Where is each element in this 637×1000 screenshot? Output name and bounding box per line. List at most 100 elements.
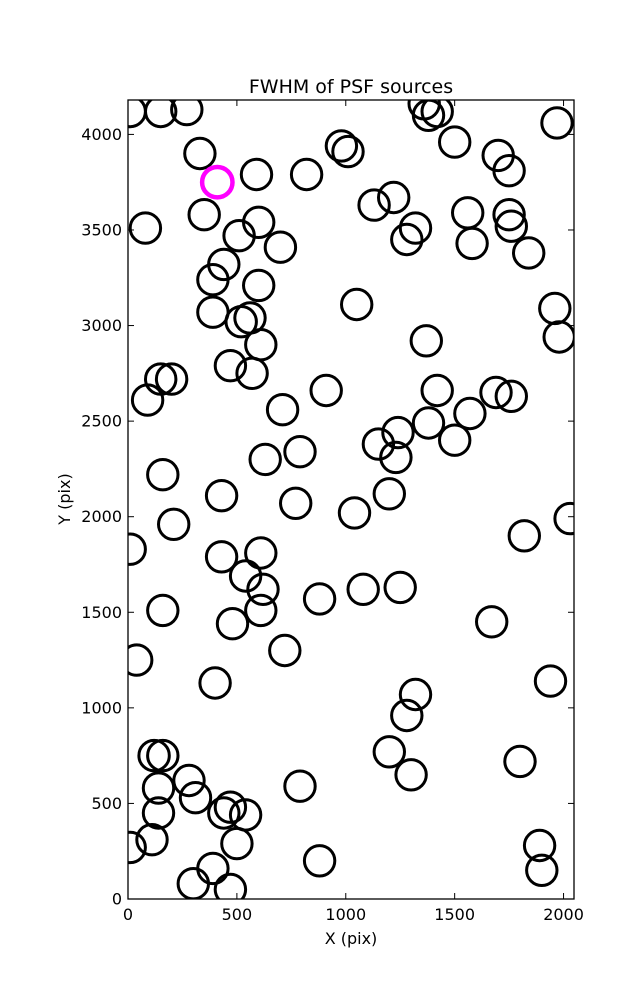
y-tick-label: 2000 [81,507,122,526]
y-tick-label: 1500 [81,603,122,622]
psf-source-circle [248,442,282,477]
psf-source-circle [244,328,278,362]
psf-source-circle [398,211,433,245]
psf-source-circle [533,664,568,698]
psf-source-circle [302,582,337,616]
psf-source-circle [130,383,165,417]
psf-source-circle [525,853,559,887]
psf-source-circle [420,373,454,408]
psf-source-circle [207,247,241,282]
y-axis: 0 500 1000 1500 2000 2500 3000 3500 4000 [81,125,574,909]
psf-source-circle [215,607,250,641]
psf-source-circle [390,698,424,733]
psf-source-circle [331,134,365,169]
psf-source-circle [503,744,537,779]
psf-source-circle [128,643,154,677]
psf-source-circle [283,435,317,469]
psf-source-circle [438,125,472,159]
psf-source-circle [507,519,541,553]
psf-source-circle [340,287,374,322]
psf-source-circle [228,559,263,593]
psf-source-circle [172,763,206,798]
y-axis-label: Y (pix) [55,473,74,525]
psf-source-circle [176,867,210,899]
psf-source-circle [420,100,454,129]
x-axis-label: X (pix) [325,929,378,948]
psf-source-circle [213,349,248,383]
psf-source-circle [196,851,230,886]
psf-source-circle [135,823,169,857]
x-tick-label: 1000 [325,905,366,924]
psf-source-circle [128,532,147,566]
y-tick-label: 3500 [81,220,122,239]
psf-source-circle [390,222,424,257]
psf-source-circle [475,605,509,639]
psf-source-circle [207,796,241,830]
psf-source-circle [383,570,417,605]
psf-source-circle [244,593,278,628]
y-tick-label: 3000 [81,316,122,335]
psf-source-circle [183,136,217,171]
psf-source-circle [346,572,380,606]
psf-source-circle [451,196,485,230]
y-tick-label: 1000 [81,698,122,717]
psf-source-circle [265,393,300,427]
psf-source-circle [438,423,472,457]
psf-source-circle [178,781,213,815]
psf-source-circle [377,180,411,215]
psf-source-circle [242,268,276,303]
psf-source-circle [542,320,574,354]
psf-source-circle [144,362,178,396]
psf-source-circle [137,738,171,773]
psf-source-circle [268,633,302,668]
y-tick-label: 4000 [81,125,122,144]
psf-source-circle [324,129,359,163]
psf-source-circle [204,540,239,574]
data-marks [128,100,574,899]
psf-source-circle [263,230,298,264]
psf-source-circle [146,458,180,492]
psf-source-circle [128,100,147,129]
psf-source-circle [337,496,372,530]
psf-source-circle [242,205,276,240]
psf-source-circle [494,379,528,413]
chart-title: FWHM of PSF sources [249,76,453,98]
psf-source-circle [239,157,274,192]
psf-source-circle [154,362,189,396]
psf-source-circle [453,396,487,431]
psf-source-circle [381,415,415,450]
psf-source-circle [244,536,278,570]
x-tick-label: 1500 [434,905,475,924]
psf-source-circle [289,157,324,192]
psf-source-circle [540,106,574,140]
psf-source-circle [492,154,526,188]
plot-frame [127,99,575,900]
psf-source-circle [302,844,337,878]
psf-source-circle [357,188,391,222]
psf-source-circle [394,758,428,792]
psf-source-circle [213,872,248,899]
y-tick-label: 2500 [81,412,122,431]
psf-source-circle [146,593,180,628]
psf-source-circle [128,211,163,245]
psf-source-circle [279,486,313,520]
psf-source-circle [220,826,254,861]
x-axis: 0 500 1000 1500 2000 [123,100,584,924]
psf-source-circle [492,198,526,232]
psf-source-circle [372,735,406,769]
psf-source-circle [398,677,433,712]
psf-source-circle [411,406,446,440]
psf-source-circle [379,440,413,475]
x-tick-label: 0 [123,905,133,924]
psf-source-circle [479,375,513,410]
psf-source-circle [372,477,406,511]
y-tick-label: 500 [91,794,122,813]
psf-source-circle [187,198,221,232]
psf-source-circle [213,790,248,824]
psf-source-circle [538,291,572,326]
x-tick-label: 2000 [543,905,584,924]
psf-source-circle [141,796,176,830]
psf-source-circle [409,324,443,358]
psf-source-circle [361,427,396,461]
